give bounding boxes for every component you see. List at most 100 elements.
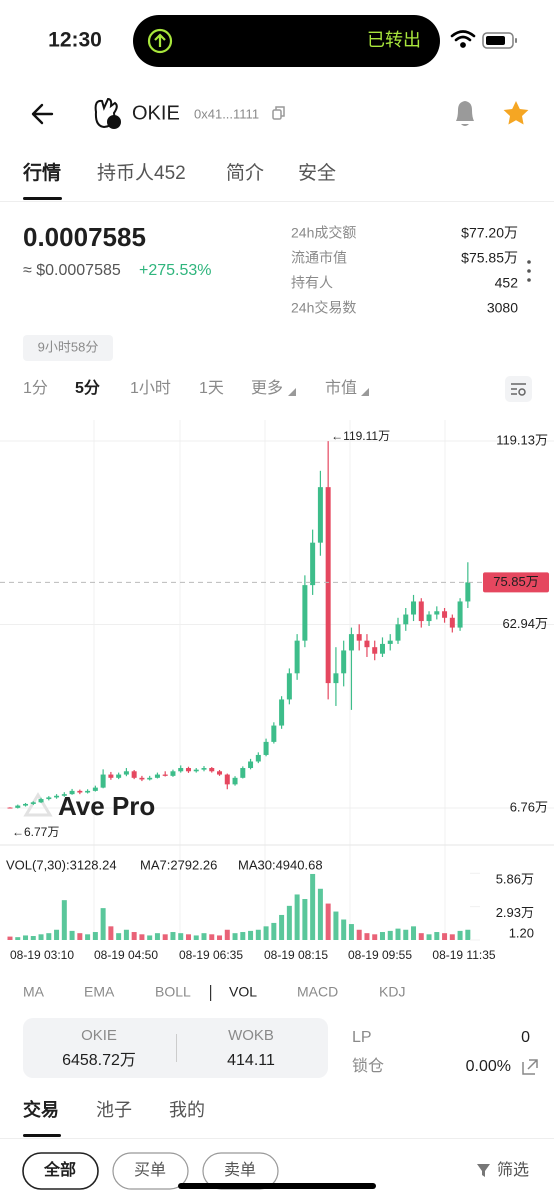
candle-body [294, 640, 300, 674]
timeframe[interactable]: 1天 [199, 380, 224, 397]
tab[interactable]: 简介 [226, 162, 264, 184]
candle-body [387, 640, 393, 644]
stat-value: $75.85万 [461, 250, 518, 266]
volume-bar [85, 934, 91, 940]
tab-indicator [23, 197, 62, 200]
battery-icon [482, 32, 517, 49]
timeframe[interactable]: 5分 [75, 379, 100, 397]
candle-body [426, 614, 432, 622]
stat-value: 452 [495, 275, 519, 291]
pool-token-amount: 414.11 [227, 1052, 275, 1069]
volume-bar [139, 934, 145, 940]
pool-token-name: OKIE [81, 1027, 117, 1044]
candle-body [92, 787, 98, 791]
x-tick-label: 08-19 09:55 [348, 948, 412, 962]
candle-body [232, 777, 238, 785]
candle-body [240, 768, 246, 778]
indicator[interactable]: KDJ [379, 984, 405, 1000]
candle-body [302, 585, 308, 641]
volume-bar [255, 929, 261, 940]
volume-bar [279, 914, 285, 940]
candle-body [46, 797, 52, 800]
candle-body [139, 777, 145, 780]
token-address: 0x41...1111 [194, 106, 259, 121]
volume-bar [387, 930, 393, 940]
volume-bar [77, 933, 83, 940]
candle-body [395, 624, 401, 641]
chart-settings[interactable] [505, 376, 532, 402]
candle-body [442, 611, 448, 618]
candle-body [7, 807, 13, 809]
volume-bar [193, 935, 199, 940]
candle-body [286, 673, 292, 700]
wifi-icon [450, 30, 476, 48]
pool-token-amount: 6458.72万 [62, 1052, 136, 1069]
more-button[interactable] [527, 260, 531, 282]
y2-tick-label: 2.93万 [496, 905, 534, 920]
candle-body [364, 640, 370, 648]
candle-body [325, 487, 331, 684]
filter-pill[interactable] [112, 1152, 189, 1190]
tab[interactable]: 行情 [22, 161, 61, 184]
candle-body [209, 768, 215, 772]
indicator[interactable]: VOL [229, 984, 257, 1000]
pool-card [23, 1018, 328, 1078]
timeframe[interactable]: 1分 [23, 379, 48, 397]
x-tick-label: 08-19 11:35 [432, 948, 495, 962]
min-label: ←6.77万 [12, 825, 59, 839]
volume-legend: VOL(7,30):3128.24 [6, 857, 117, 872]
timeframe[interactable]: 市值 [325, 379, 357, 397]
volume-bar [263, 926, 269, 940]
volume-legend: MA7:2792.26 [140, 857, 217, 872]
candle-body [178, 768, 184, 772]
tab[interactable]: 持币人452 [97, 162, 186, 184]
timeframe[interactable]: 更多 [251, 379, 283, 397]
favorite-button[interactable] [503, 101, 529, 125]
bell-button[interactable] [456, 101, 474, 126]
candle-body [147, 777, 153, 780]
volume-bar [294, 894, 300, 940]
tab[interactable]: 安全 [298, 162, 336, 184]
candle-body [15, 805, 21, 808]
candle-body [108, 774, 114, 778]
external-link-icon[interactable] [522, 1059, 538, 1075]
x-tick-label: 08-19 06:35 [179, 948, 243, 962]
copy-icon[interactable] [272, 106, 285, 120]
filter-button[interactable]: 筛选 [497, 1160, 529, 1179]
candle-body [310, 542, 316, 586]
y-tick-label: 6.76万 [510, 799, 548, 814]
back-button[interactable] [31, 103, 54, 125]
candle-body [411, 601, 417, 615]
volume-bar [100, 908, 106, 940]
tab[interactable]: 池子 [96, 1100, 132, 1120]
filter-pill[interactable] [22, 1152, 99, 1190]
timeframe[interactable]: 1小时 [130, 379, 171, 397]
candle-body [255, 754, 261, 762]
tab[interactable]: 我的 [169, 1100, 205, 1120]
volume-bar [356, 929, 362, 940]
volume-bar [7, 936, 13, 940]
volume-bar [434, 932, 440, 940]
candle-body [279, 699, 285, 726]
filter-label[interactable]: 买单 [134, 1161, 166, 1179]
candle-body [185, 768, 191, 772]
filter-label[interactable]: 全部 [43, 1160, 76, 1179]
indicator[interactable]: MA [23, 984, 45, 1000]
filter-label[interactable]: 卖单 [224, 1161, 256, 1179]
candle-body [123, 771, 129, 775]
indicator[interactable]: BOLL [155, 984, 191, 1000]
volume-bar [46, 933, 52, 940]
tab[interactable]: 交易 [23, 1099, 59, 1120]
volume-bar [325, 903, 331, 940]
upload-icon [147, 28, 173, 54]
max-label: ←119.11万 [331, 429, 390, 443]
volume-bar [403, 929, 409, 940]
indicator[interactable]: EMA [84, 984, 115, 1000]
y2-tick-label: 5.86万 [496, 872, 534, 887]
volume-bar [379, 932, 385, 940]
volume-bar [38, 934, 44, 940]
lp-value: 0 [521, 1029, 530, 1046]
candle-body [61, 794, 67, 796]
indicator[interactable]: MACD [297, 984, 338, 1000]
volume-bar [23, 935, 29, 940]
